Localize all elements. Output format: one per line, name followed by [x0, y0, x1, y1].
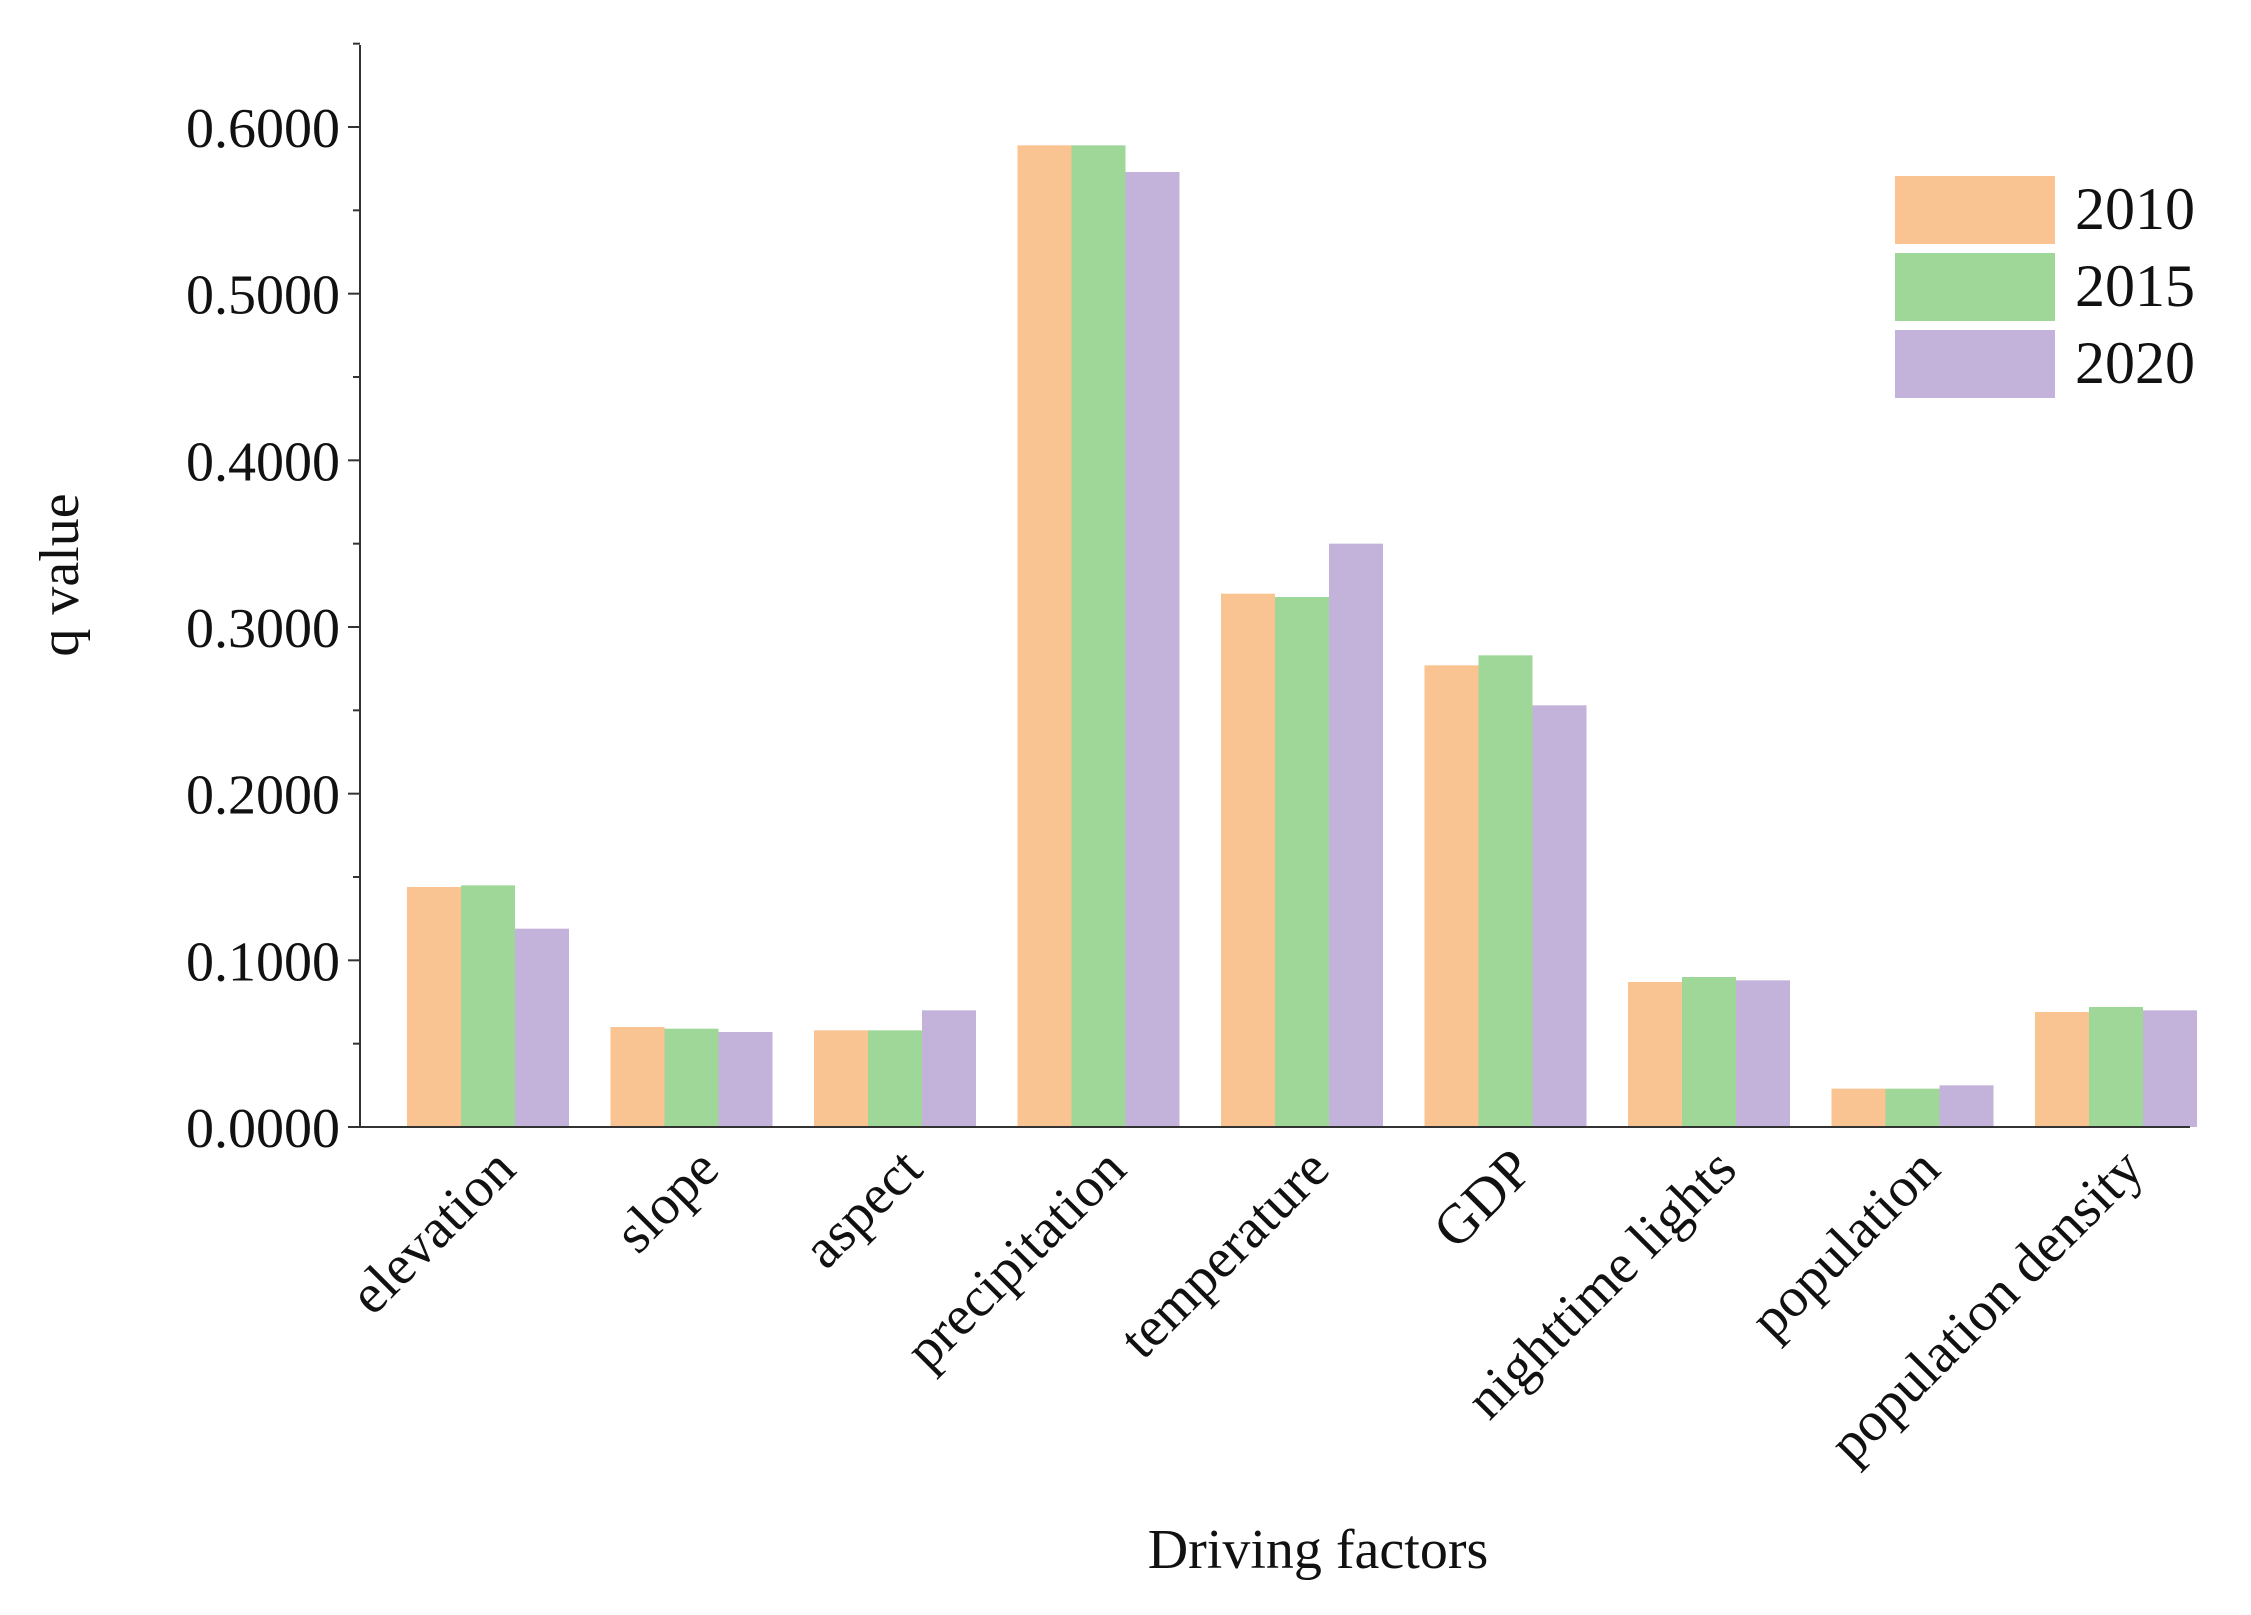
y-axis-title: q value: [29, 493, 91, 656]
bar-aspect-2010: [814, 1030, 868, 1127]
bar-nighttime-lights-2010: [1628, 982, 1682, 1127]
bar-elevation-2015: [461, 885, 515, 1127]
bar-population-2010: [1831, 1088, 1886, 1127]
x-category-labels: elevation slope aspectprecipitationtempera…: [338, 1137, 2155, 1475]
bar-GDP-2020: [1532, 705, 1587, 1127]
x-tick-label: aspect: [791, 1137, 934, 1280]
axes-layer: [359, 45, 2190, 1128]
bar-precipitation-2010: [1017, 145, 1072, 1128]
bar-population-density-2010: [2035, 1012, 2089, 1127]
x-tick-label: GDP: [1422, 1137, 1545, 1260]
x-axis-title: Driving factors: [1148, 1519, 1489, 1581]
x-tick-label: precipitation: [894, 1137, 1138, 1381]
bar-precipitation-2020: [1125, 172, 1180, 1127]
bar-slope-2020: [718, 1032, 773, 1127]
y-tick-label: 0.2000: [186, 765, 340, 827]
y-tick-label: 0.3000: [186, 598, 340, 660]
bar-aspect-2020: [922, 1010, 976, 1127]
x-tick-label: slope: [603, 1137, 730, 1264]
legend-swatch-2015: [1895, 253, 2055, 321]
legend-label-2020: 2020: [2075, 330, 2195, 396]
bar-GDP-2010: [1424, 665, 1479, 1127]
bar-slope-2010: [610, 1027, 665, 1127]
x-tick-label: population: [1738, 1137, 1951, 1350]
bar-population-density-2015: [2089, 1007, 2143, 1127]
y-ticks: 0.0000 0.1000 0.2000 0.3000 0.4000 0.5000 0.60…: [186, 42, 360, 1160]
legend-swatch-2020: [1895, 330, 2055, 398]
bars-layer: [407, 145, 2197, 1128]
bar-nighttime-lights-2020: [1736, 980, 1790, 1127]
bar-population-density-2020: [2143, 1010, 2197, 1127]
bar-population-2020: [1939, 1085, 1994, 1127]
legend-label-2015: 2015: [2075, 253, 2195, 319]
legend-swatch-2010: [1895, 176, 2055, 244]
bar-temperature-2020: [1329, 543, 1383, 1127]
y-tick-label: 0.6000: [186, 98, 340, 160]
x-tick-label: temperature: [1108, 1137, 1341, 1370]
legend-label-2010: 2010: [2075, 176, 2195, 242]
bar-aspect-2015: [868, 1030, 922, 1127]
bar-temperature-2015: [1275, 597, 1329, 1127]
bar-elevation-2010: [407, 887, 461, 1127]
y-tick-label: 0.4000: [186, 431, 340, 493]
bar-slope-2015: [664, 1028, 719, 1127]
y-tick-label: 0.0000: [186, 1098, 340, 1160]
bar-precipitation-2015: [1071, 145, 1126, 1128]
bar-population-2015: [1885, 1088, 1940, 1127]
y-tick-label: 0.1000: [186, 931, 340, 993]
x-tick-label: elevation: [338, 1137, 527, 1326]
y-tick-label: 0.5000: [186, 265, 340, 327]
legend: 2010 2015 2020: [1895, 176, 2195, 398]
bar-nighttime-lights-2015: [1682, 977, 1736, 1127]
bar-GDP-2015: [1478, 655, 1533, 1127]
bar-elevation-2020: [515, 928, 569, 1127]
bar-temperature-2010: [1221, 593, 1275, 1127]
